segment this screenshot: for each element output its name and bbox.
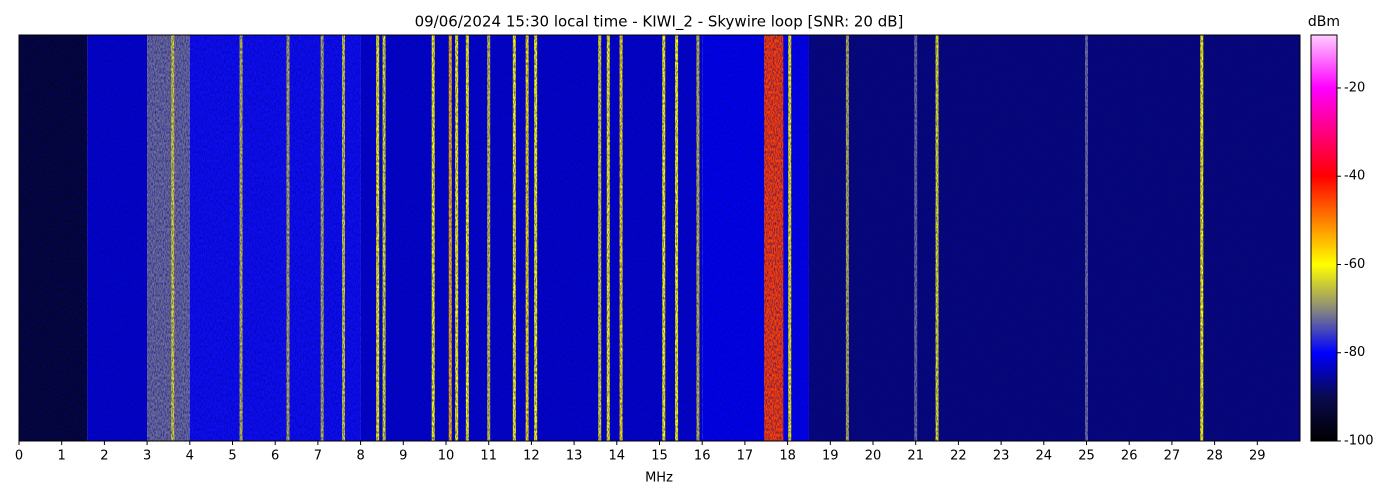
x-tick-label: 12 xyxy=(523,449,540,464)
x-tick-label: 1 xyxy=(58,449,66,464)
x-tick-label: 25 xyxy=(1078,449,1095,464)
x-tick-label: 4 xyxy=(186,449,194,464)
x-tick-label: 15 xyxy=(651,449,668,464)
x-tick-label: 29 xyxy=(1249,449,1266,464)
x-axis-label: MHz xyxy=(645,471,673,486)
colorbar-label: dBm xyxy=(1308,14,1340,30)
colorbar-tick-label: -20 xyxy=(1344,80,1365,95)
x-tick-label: 8 xyxy=(356,449,364,464)
x-tick-label: 9 xyxy=(399,449,407,464)
x-tick-label: 19 xyxy=(822,449,839,464)
colorbar-tick-label: -100 xyxy=(1344,434,1374,449)
x-tick-label: 28 xyxy=(1206,449,1223,464)
x-tick-label: 24 xyxy=(1036,449,1053,464)
x-tick-label: 14 xyxy=(609,449,626,464)
plot-area xyxy=(19,35,1300,441)
x-tick-label: 17 xyxy=(737,449,754,464)
x-tick-label: 13 xyxy=(566,449,583,464)
colorbar-tick-label: -40 xyxy=(1344,169,1365,184)
x-tick-label: 16 xyxy=(694,449,711,464)
x-tick-label: 2 xyxy=(100,449,108,464)
x-tick-label: 21 xyxy=(907,449,924,464)
x-tick-label: 5 xyxy=(228,449,236,464)
colorbar xyxy=(1310,34,1338,442)
chart-title: 09/06/2024 15:30 local time - KIWI_2 - S… xyxy=(415,13,904,32)
x-tick-label: 26 xyxy=(1121,449,1138,464)
x-tick-label: 22 xyxy=(950,449,967,464)
colorbar-tick-label: -80 xyxy=(1344,345,1365,360)
noise-texture xyxy=(19,35,1300,441)
x-tick-label: 20 xyxy=(865,449,882,464)
x-tick-label: 27 xyxy=(1164,449,1181,464)
x-tick-label: 7 xyxy=(314,449,322,464)
x-tick-label: 18 xyxy=(779,449,796,464)
x-tick-label: 23 xyxy=(993,449,1010,464)
x-tick-label: 0 xyxy=(15,449,23,464)
x-tick-label: 11 xyxy=(480,449,497,464)
x-tick-label: 10 xyxy=(438,449,455,464)
x-tick-label: 3 xyxy=(143,449,151,464)
x-tick-label: 6 xyxy=(271,449,279,464)
colorbar-tick-label: -60 xyxy=(1344,257,1365,272)
